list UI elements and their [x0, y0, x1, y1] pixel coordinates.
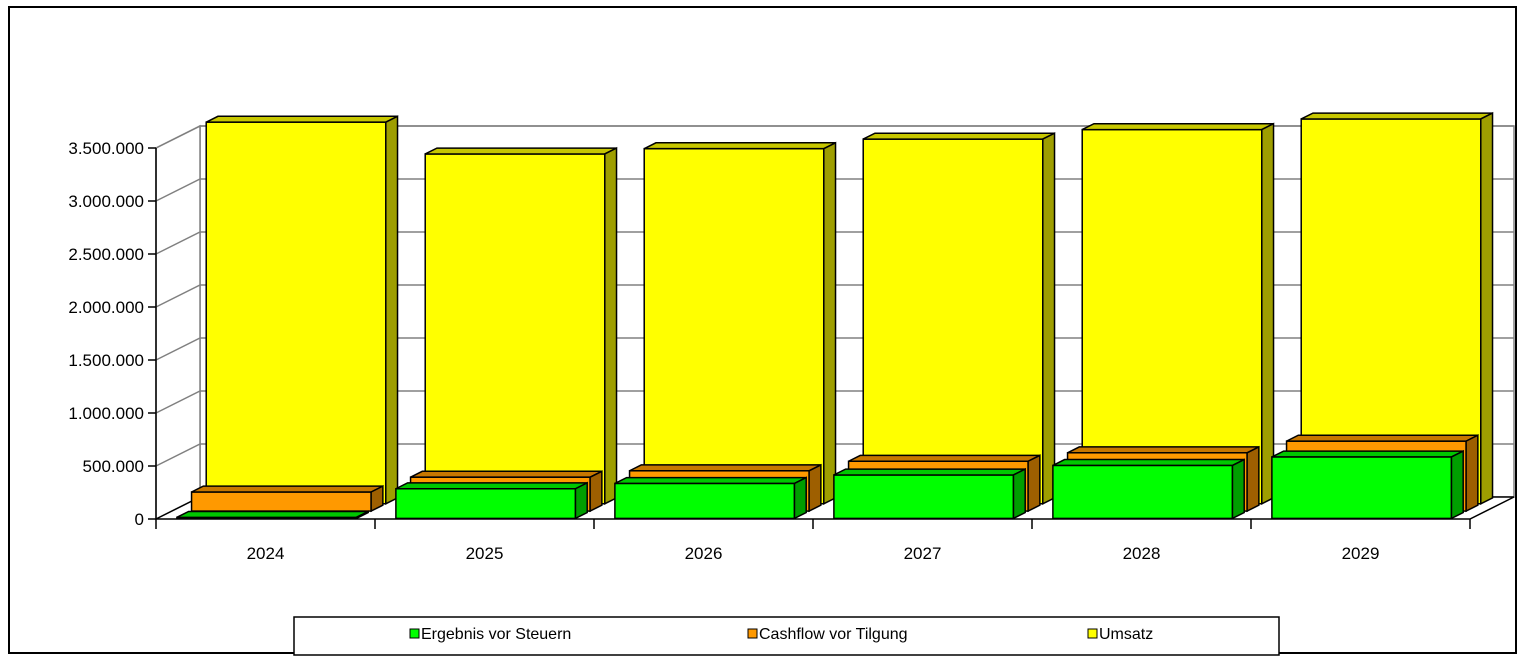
bar-top: [1300, 112, 1493, 120]
gridline: [155, 178, 1514, 202]
bar: [190, 484, 384, 513]
legend-swatch: [1087, 628, 1098, 639]
bar-side: [1027, 454, 1041, 513]
bar-side: [823, 141, 837, 505]
bar-top: [395, 482, 588, 490]
bar-side: [574, 481, 588, 520]
bar: [614, 476, 807, 520]
bar-side: [1261, 122, 1275, 505]
bar-front: [833, 474, 1015, 520]
x-tick-label: 2024: [247, 544, 285, 563]
bar-front: [395, 487, 577, 520]
gridline: [155, 390, 1514, 414]
bar-front: [190, 491, 372, 512]
bar-front: [424, 153, 606, 505]
bar-top: [643, 142, 836, 150]
legend-label: Ergebnis vor Steuern: [421, 626, 571, 643]
bar: [1052, 458, 1245, 520]
gridline: [155, 125, 1514, 149]
bar-side: [1042, 132, 1056, 505]
bar-front: [643, 147, 825, 505]
bar-side: [1480, 111, 1494, 505]
gridline: [155, 337, 1514, 361]
y-tick-label: 2.500.000: [68, 245, 144, 264]
bar-front: [1081, 128, 1263, 505]
x-tick-label: 2027: [904, 544, 942, 563]
bar-top: [862, 132, 1055, 140]
bar-top: [1067, 446, 1260, 454]
side-wall: [155, 124, 201, 521]
bar-side: [1465, 434, 1479, 513]
bar-side: [808, 463, 822, 513]
bar-side: [604, 146, 618, 505]
legend-swatch: [747, 628, 758, 639]
bar-front: [205, 121, 387, 505]
bar: [395, 481, 588, 520]
bar-top: [1271, 450, 1464, 458]
bar-top: [410, 470, 603, 478]
x-tick-label: 2026: [685, 544, 723, 563]
y-tick-label: 3.000.000: [68, 192, 144, 211]
bar-top: [848, 454, 1041, 463]
legend-box: [293, 616, 1280, 656]
bar-side: [589, 470, 603, 513]
bar: [176, 510, 369, 520]
bar-top: [833, 468, 1026, 476]
bar-front: [1052, 464, 1234, 520]
bar-top: [176, 510, 369, 519]
bar-top: [205, 115, 398, 123]
bar-front: [862, 138, 1044, 505]
bar-front: [1271, 456, 1453, 520]
bar: [205, 115, 399, 505]
legend-label: Cashflow vor Tilgung: [759, 626, 908, 643]
y-tick-label: 3.500.000: [68, 139, 144, 158]
bar: [833, 467, 1026, 520]
bar: [862, 132, 1056, 505]
legend-swatch: [409, 628, 420, 639]
bar: [1271, 449, 1464, 520]
bar-top: [614, 476, 807, 485]
bar-top: [1081, 122, 1274, 131]
gridline: [155, 443, 1514, 467]
bar-side: [385, 115, 399, 505]
bar-side: [793, 476, 807, 520]
gridline: [155, 284, 1514, 308]
bar-top: [1286, 434, 1479, 442]
bar: [1081, 122, 1275, 505]
x-tick-label: 2029: [1342, 544, 1380, 563]
x-tick-label: 2028: [1123, 544, 1161, 563]
x-tick-label: 2025: [466, 544, 504, 563]
bar-side: [370, 484, 384, 513]
bar: [424, 146, 618, 505]
bar-top: [191, 485, 384, 493]
y-tick-label: 2.000.000: [68, 298, 144, 317]
bar-side: [1012, 467, 1026, 520]
legend-label: Umsatz: [1099, 626, 1153, 643]
bar: [643, 141, 837, 505]
bar-side: [355, 510, 369, 520]
bar-side: [1231, 458, 1245, 520]
bar-side: [1246, 445, 1260, 513]
gridline: [155, 231, 1514, 255]
bar-top: [424, 147, 617, 155]
y-tick-label: 1.000.000: [68, 404, 144, 423]
bar-top: [629, 464, 822, 472]
bar-top: [1052, 458, 1245, 467]
y-tick-label: 500.000: [83, 457, 144, 476]
y-tick-label: 1.500.000: [68, 351, 144, 370]
y-tick-label: 0: [135, 510, 144, 529]
bar-front: [614, 482, 796, 520]
bar-side: [1450, 449, 1464, 520]
